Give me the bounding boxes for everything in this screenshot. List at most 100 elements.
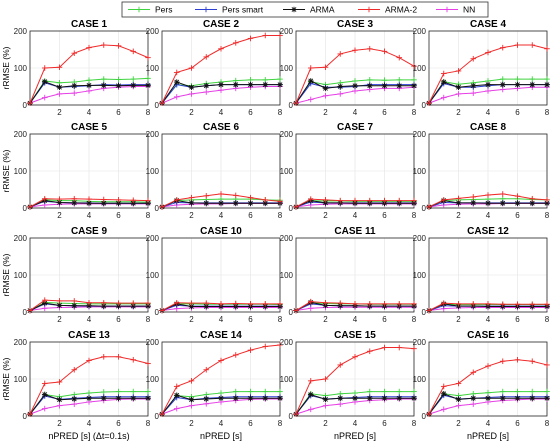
y-tick-label: 100 <box>280 167 294 176</box>
data-point <box>115 197 122 203</box>
y-tick-label: 200 <box>146 234 160 243</box>
data-point <box>188 378 195 384</box>
data-point <box>352 395 358 402</box>
y-tick-label: 100 <box>280 271 294 280</box>
data-point <box>203 200 210 206</box>
x-tick-label: 8 <box>545 315 550 324</box>
data-point <box>100 200 107 206</box>
x-tick-label: 2 <box>57 315 62 324</box>
x-tick-label: 2 <box>189 419 194 428</box>
data-point <box>173 94 180 100</box>
x-tick-label: 4 <box>219 108 224 117</box>
data-point <box>470 82 477 89</box>
series-arma-2 <box>293 196 417 210</box>
subplot-case-6: CASE 6 0 100 200 2 4 6 8 <box>146 122 283 220</box>
data-point <box>232 40 239 46</box>
data-point <box>56 64 63 71</box>
data-point <box>188 84 195 91</box>
data-point <box>218 395 224 402</box>
legend-label: NN <box>463 5 475 15</box>
data-point <box>262 32 269 39</box>
data-point <box>100 42 107 48</box>
x-tick-label: 2 <box>189 315 194 324</box>
data-point <box>262 395 269 402</box>
data-point <box>485 389 491 396</box>
y-axis-label: rRMSE (%) <box>1 46 11 89</box>
data-point <box>56 298 63 304</box>
data-point <box>71 298 78 304</box>
x-tick-label: 8 <box>545 419 550 428</box>
data-point <box>499 191 506 197</box>
data-point <box>411 301 417 307</box>
data-point <box>173 392 180 399</box>
x-tick-label: 2 <box>323 108 328 117</box>
data-point <box>352 301 358 307</box>
data-point <box>470 55 477 62</box>
series-arma-2 <box>27 195 151 210</box>
data-point <box>277 198 283 205</box>
data-point <box>396 395 403 402</box>
subplot-case-1: CASE 1 0 100 200 2 4 6 8 rRMSE (%) <box>1 19 151 117</box>
series-arma-2 <box>426 300 550 314</box>
data-point <box>514 193 521 199</box>
x-tick-label: 4 <box>219 315 224 324</box>
data-point <box>470 194 477 200</box>
data-point <box>499 301 506 308</box>
data-point <box>307 406 314 413</box>
y-tick-label: 0 <box>155 204 160 213</box>
subplot-title: CASE 13 <box>68 330 110 341</box>
data-point <box>485 81 491 88</box>
data-point <box>352 78 358 84</box>
data-point <box>130 388 137 395</box>
series-arma-2 <box>27 354 151 417</box>
data-point <box>352 197 358 204</box>
data-point <box>485 200 491 206</box>
data-point <box>485 395 491 402</box>
data-point <box>470 200 477 206</box>
data-point <box>262 343 269 350</box>
legend-marker <box>291 6 297 13</box>
data-point <box>71 366 78 373</box>
data-point <box>381 388 388 395</box>
data-point <box>440 197 447 203</box>
data-point <box>455 402 462 409</box>
data-point <box>307 298 314 305</box>
axes-box <box>161 133 281 209</box>
y-tick-label: 0 <box>289 204 294 213</box>
data-point <box>529 42 536 48</box>
legend-label: Pers <box>155 5 172 15</box>
data-point <box>159 411 165 417</box>
data-point <box>544 197 550 203</box>
data-point <box>145 197 151 204</box>
series-arma-2 <box>426 356 550 417</box>
data-point <box>322 92 329 99</box>
y-tick-label: 0 <box>155 412 160 421</box>
data-point <box>485 88 491 94</box>
y-tick-label: 200 <box>14 234 28 243</box>
data-point <box>514 42 521 48</box>
data-point <box>514 76 521 82</box>
x-axis-label: nPRED [s] <box>334 431 376 441</box>
series-arma-2 <box>426 191 550 210</box>
data-point <box>247 200 254 206</box>
data-point <box>544 395 550 402</box>
data-point <box>293 204 299 210</box>
y-tick-label: 200 <box>280 27 294 36</box>
data-point <box>41 195 48 202</box>
x-tick-label: 2 <box>57 211 62 220</box>
legend-item-arma: ARMA <box>283 5 335 15</box>
x-tick-label: 4 <box>219 211 224 220</box>
data-point <box>115 200 122 206</box>
y-tick-label: 0 <box>422 412 427 421</box>
subplot-case-8: CASE 8 0 100 200 2 4 6 8 <box>413 122 550 220</box>
data-point <box>173 69 180 76</box>
data-point <box>115 43 122 49</box>
data-point <box>277 76 283 82</box>
data-point <box>100 196 107 203</box>
data-point <box>130 48 137 55</box>
legend: Pers Pers smart ARMA ARMA-2 NN <box>121 1 489 18</box>
data-point <box>115 395 122 402</box>
data-point <box>366 197 373 204</box>
subplot-case-12: CASE 12 0 100 200 2 4 6 8 <box>413 226 550 324</box>
